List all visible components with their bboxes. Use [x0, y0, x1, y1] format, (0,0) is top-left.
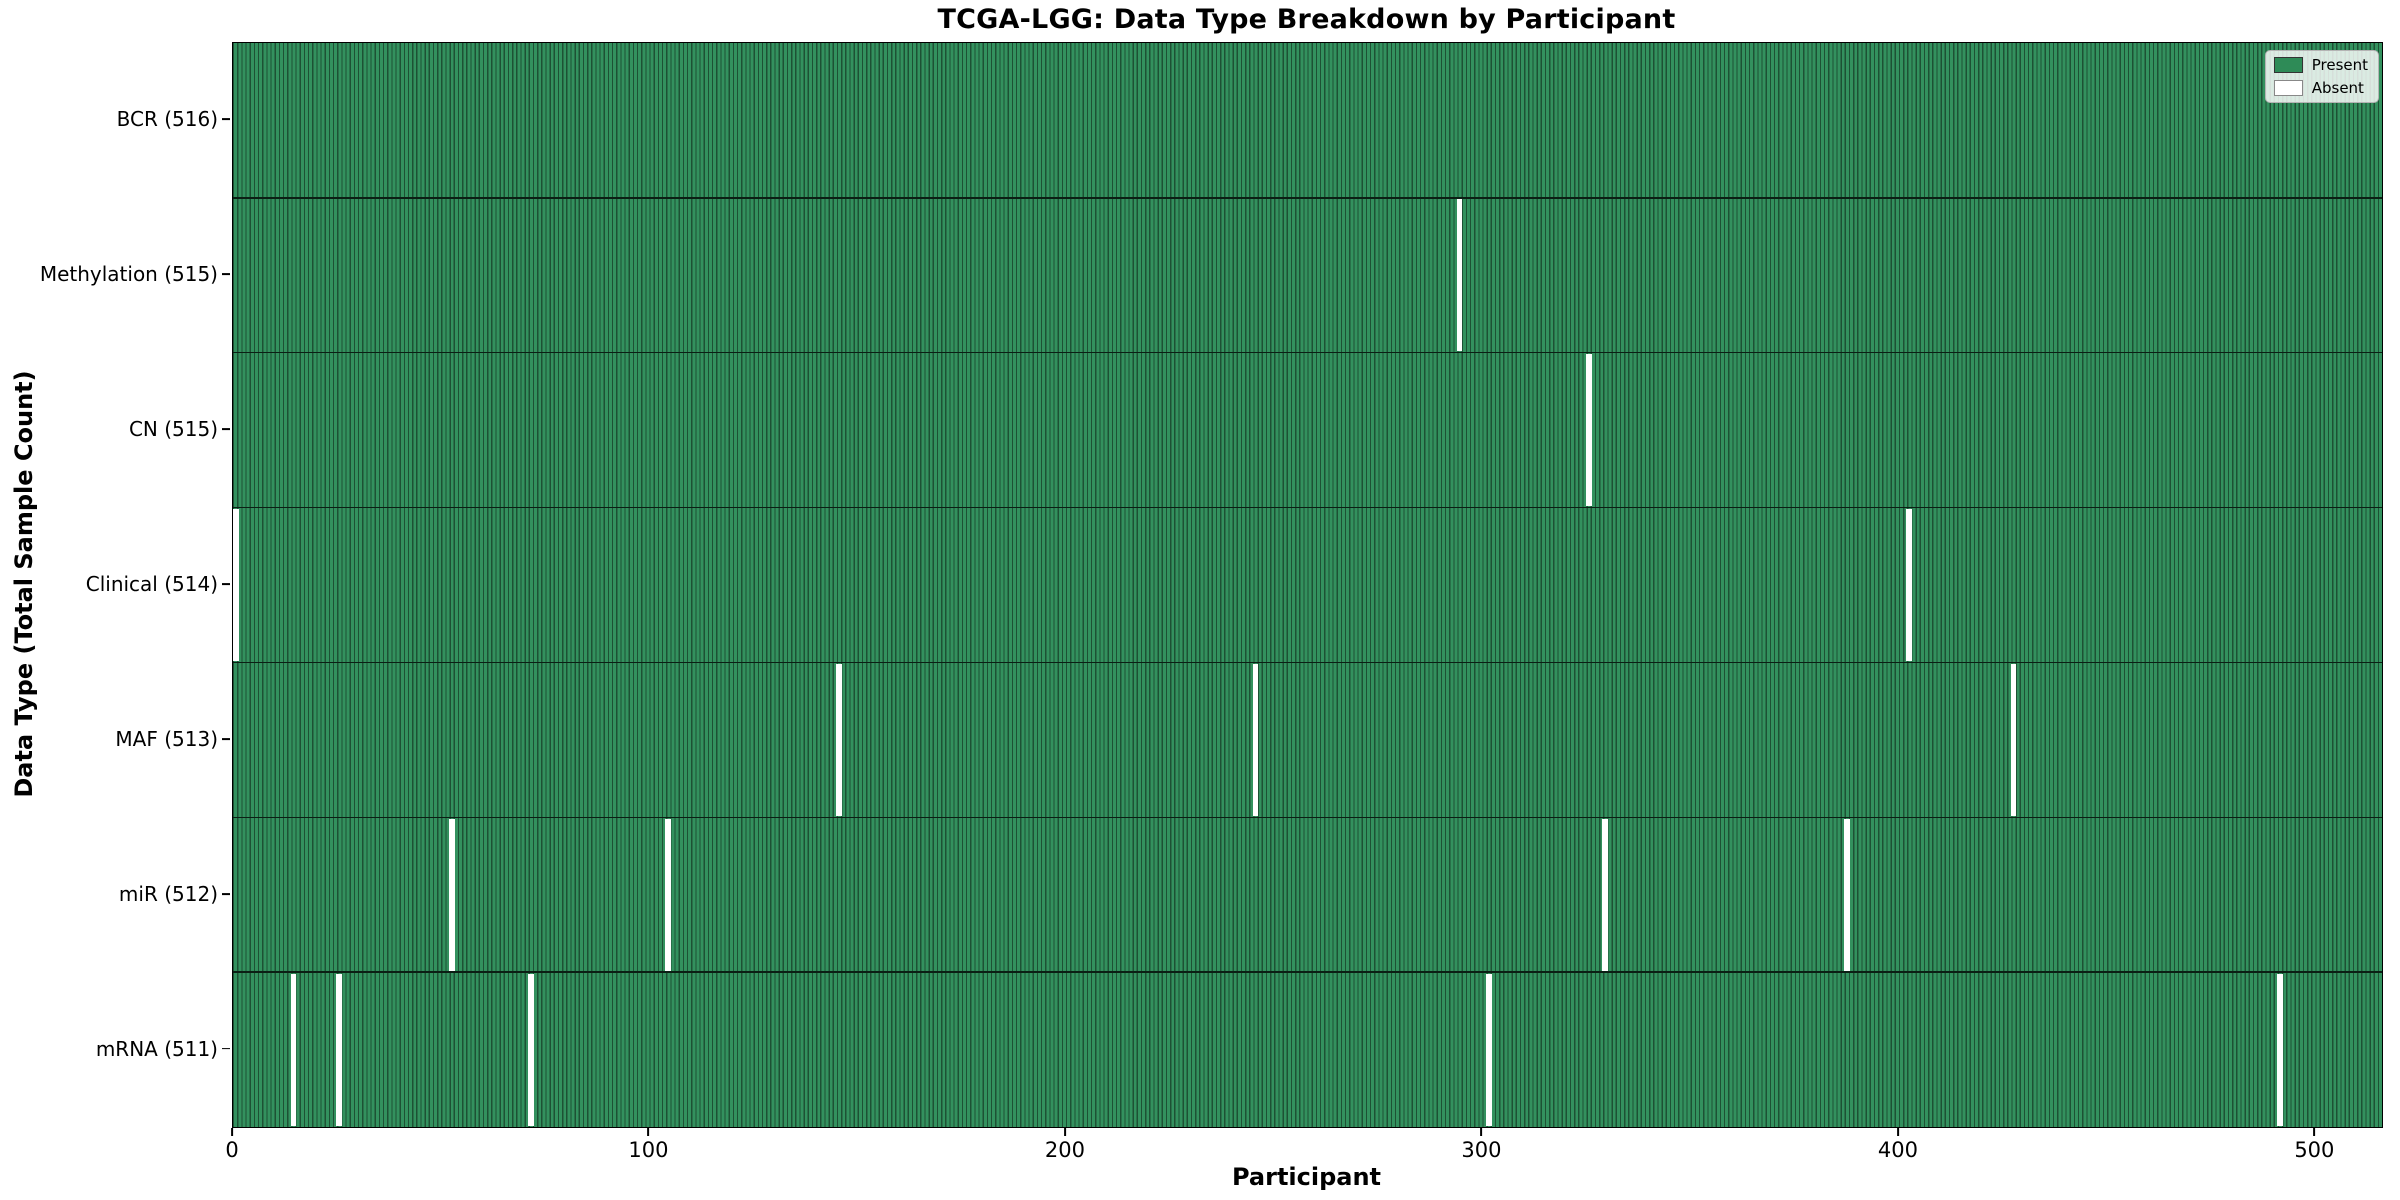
legend-label-present: Present — [2311, 55, 2368, 74]
absent-gap-maf-145 — [836, 663, 842, 816]
x-tick-label-100: 100 — [628, 1138, 669, 1162]
absent-gap-mir-52 — [448, 818, 455, 971]
y-tick-label-bcr: BCR (516) — [116, 107, 218, 132]
row-separator — [233, 971, 2382, 973]
x-tick-mark-300 — [1480, 1128, 1483, 1136]
row-separator — [233, 506, 2382, 509]
y-tick-label-mrna: mRNA (511) — [95, 1036, 218, 1061]
x-tick-label-0: 0 — [225, 1138, 239, 1162]
row-separator — [233, 197, 2382, 199]
x-tick-mark-500 — [2313, 1128, 2316, 1136]
absent-gap-cn-325 — [1585, 354, 1592, 507]
absent-gap-maf-427 — [2010, 663, 2017, 816]
absent-gap-mrna-71 — [527, 973, 534, 1126]
y-tick-mark — [222, 273, 230, 276]
legend: Present Absent — [2264, 50, 2379, 103]
y-tick-label-mir: miR (512) — [118, 881, 218, 906]
y-tick-mark — [222, 892, 230, 895]
y-tick-mark — [222, 428, 230, 431]
x-tick-mark-0 — [231, 1128, 233, 1136]
row-separator — [233, 351, 2382, 354]
row-cn — [233, 352, 2382, 508]
row-methylation — [233, 197, 2382, 353]
legend-label-absent: Absent — [2311, 78, 2364, 97]
legend-item-present: Present — [2273, 55, 2368, 74]
x-tick-label-500: 500 — [2294, 1138, 2335, 1162]
y-tick-mark — [222, 118, 230, 121]
row-separator — [233, 661, 2382, 664]
plot-area — [232, 42, 2383, 1128]
y-tick-label-cn: CN (515) — [128, 417, 218, 442]
absent-gap-methylation-294 — [1456, 199, 1463, 352]
absent-gap-clinical-0 — [233, 508, 239, 662]
x-tick-label-300: 300 — [1461, 1138, 1502, 1162]
y-tick-mark — [222, 1047, 230, 1050]
y-tick-label-clinical: Clinical (514) — [85, 572, 218, 596]
absent-gap-maf-245 — [1252, 663, 1259, 816]
row-mir — [233, 817, 2382, 973]
present-swatch — [2273, 57, 2303, 73]
row-maf — [233, 662, 2382, 818]
absent-gap-mir-387 — [1844, 818, 1850, 971]
absent-gap-mrna-301 — [1485, 973, 1492, 1126]
x-tick-mark-200 — [1064, 1128, 1066, 1136]
chart-title: TCGA-LGG: Data Type Breakdown by Partici… — [937, 4, 1676, 35]
y-axis-label: Data Type (Total Sample Count) — [10, 370, 38, 798]
y-tick-mark — [222, 737, 230, 740]
x-axis-label: Participant — [1231, 1163, 1382, 1191]
row-clinical — [233, 507, 2382, 663]
absent-gap-mrna-491 — [2277, 973, 2283, 1126]
absent-gap-mir-104 — [665, 818, 672, 971]
x-tick-label-400: 400 — [1877, 1138, 1918, 1162]
absent-gap-clinical-402 — [1906, 508, 1913, 662]
y-tick-label-methylation: Methylation (515) — [39, 262, 218, 287]
absent-gap-mir-329 — [1602, 818, 1609, 971]
x-tick-label-200: 200 — [1044, 1138, 1085, 1162]
absent-swatch — [2273, 80, 2303, 96]
y-tick-mark — [222, 583, 230, 585]
y-tick-label-maf: MAF (513) — [115, 726, 218, 751]
row-separator — [233, 816, 2382, 819]
row-mrna — [233, 972, 2382, 1127]
absent-gap-mrna-25 — [336, 973, 343, 1126]
legend-item-absent: Absent — [2273, 78, 2368, 97]
x-tick-mark-100 — [647, 1128, 650, 1136]
x-tick-mark-400 — [1896, 1128, 1899, 1136]
row-bcr — [233, 43, 2382, 198]
absent-gap-mrna-14 — [290, 973, 297, 1126]
